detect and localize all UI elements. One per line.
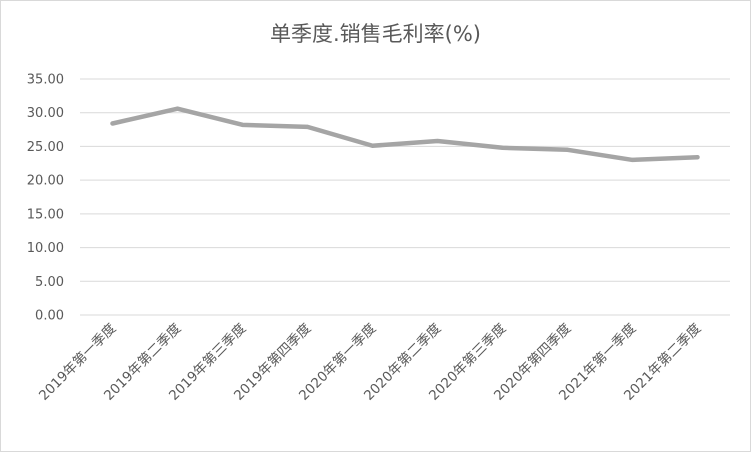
y-axis-tick-labels: 0.00 5.00 10.00 15.00 20.00 25.00 30.00 35.00 <box>27 73 64 324</box>
data-point <box>110 121 115 126</box>
data-point <box>565 147 570 152</box>
y-tick-label: 20.00 <box>27 174 64 189</box>
y-tick-label: 25.00 <box>27 140 64 155</box>
x-axis-category-labels: 2019年第一季度2019年第二季度2019年第三季度2019年第四季度2020… <box>35 320 704 404</box>
y-tick-label: 5.00 <box>35 275 64 290</box>
series-layer <box>110 106 700 163</box>
gridlines <box>80 78 730 316</box>
data-point <box>695 155 700 160</box>
y-tick-label: 35.00 <box>27 73 64 88</box>
data-point <box>305 124 310 129</box>
chart-title: 单季度.销售毛利率(%) <box>269 22 481 46</box>
y-tick-label: 15.00 <box>27 207 64 222</box>
y-tick-label: 10.00 <box>27 241 64 256</box>
data-point <box>175 106 180 111</box>
data-point <box>240 122 245 127</box>
data-point <box>370 143 375 148</box>
y-tick-label: 30.00 <box>27 106 64 121</box>
data-point <box>435 139 440 144</box>
series-line <box>110 106 700 163</box>
data-point <box>630 157 635 162</box>
data-point <box>500 145 505 150</box>
y-tick-label: 0.00 <box>35 309 64 324</box>
